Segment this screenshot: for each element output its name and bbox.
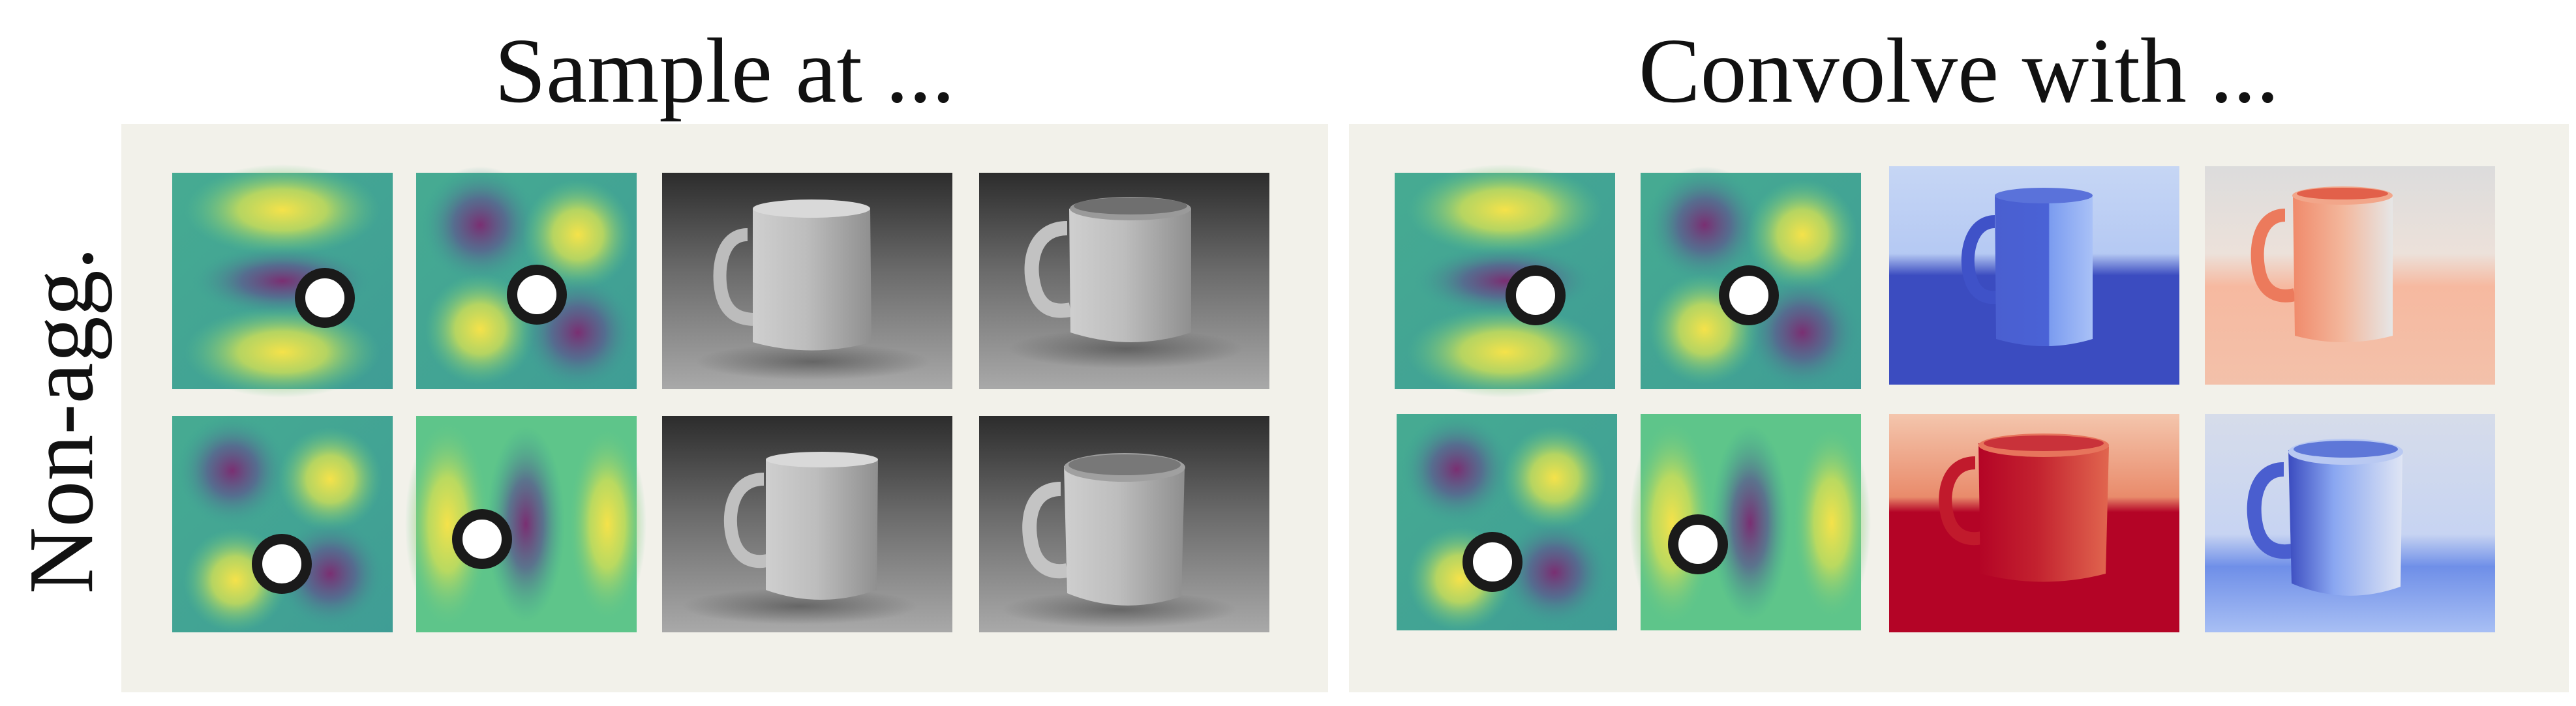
- panel-sample-at: [121, 124, 1328, 692]
- panel-convolve-with: [1349, 124, 2569, 692]
- sample-marker-r2c1: [1462, 532, 1523, 592]
- basis-map-r2c1: [172, 415, 393, 632]
- mug-coolwarm-r1c4: [2205, 166, 2495, 385]
- basis-map-r2c2: [405, 416, 646, 632]
- sample-marker-r1c2: [507, 265, 567, 325]
- sample-marker-r1c1: [295, 268, 355, 328]
- mug-photo-r1c3: [662, 173, 952, 389]
- panel-sample-at-graphic: [172, 164, 1269, 632]
- mug-photo-r2c3: [662, 416, 952, 632]
- heading-convolve-with: Convolve with ...: [1638, 19, 2280, 122]
- sample-marker-r2c2: [1668, 514, 1728, 574]
- basis-map-r1c1: [1395, 164, 1615, 398]
- basis-map-r2c2: [1629, 414, 1871, 630]
- sample-marker-r2c2: [452, 509, 512, 569]
- row-label-text: Non-agg.: [9, 246, 112, 595]
- heading-sample-at: Sample at ...: [494, 19, 955, 122]
- panel-convolve-with-graphic: [1395, 164, 2495, 632]
- mug-photo-r2c4: [979, 416, 1269, 632]
- mug-coolwarm-r1c3: [1889, 166, 2179, 385]
- sample-marker-r1c2: [1719, 265, 1779, 325]
- sample-marker-r2c1: [252, 534, 312, 594]
- mug-coolwarm-r2c3: [1889, 414, 2179, 632]
- mug-coolwarm-r2c4: [2205, 414, 2495, 632]
- mug-photo-r1c4: [979, 173, 1269, 389]
- basis-map-r2c1: [1397, 414, 1617, 631]
- row-label-non-agg: Non-agg.: [5, 225, 116, 616]
- basis-map-r1c1: [172, 164, 393, 398]
- sample-marker-r1c1: [1506, 265, 1566, 325]
